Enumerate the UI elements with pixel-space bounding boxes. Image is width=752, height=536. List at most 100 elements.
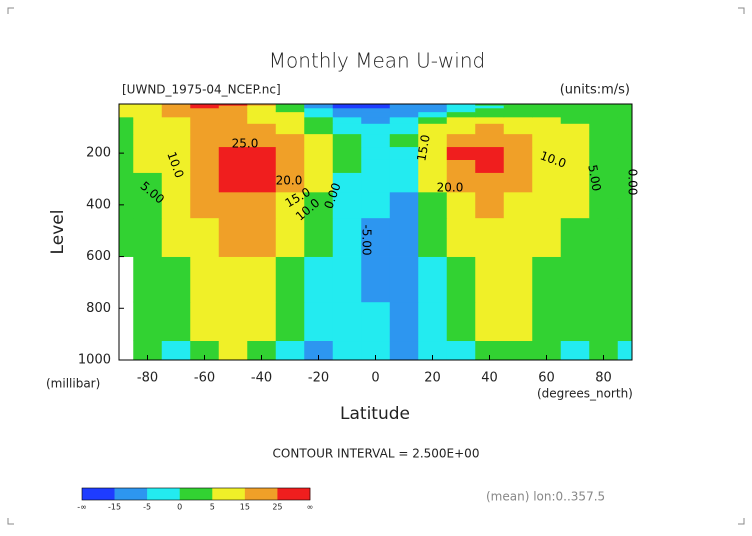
field-cell — [275, 340, 305, 361]
footer: CONTOUR INTERVAL = 2.500E+00 — [273, 447, 480, 461]
field-cell — [332, 133, 362, 148]
field-cell — [361, 104, 391, 106]
field-cell — [503, 217, 533, 257]
field-cell — [446, 340, 476, 361]
field-cell — [247, 116, 277, 124]
colorbar-label: ∞ — [307, 503, 314, 512]
field-cell — [503, 123, 533, 135]
field-cell — [119, 133, 134, 148]
field-cell — [560, 301, 590, 342]
field-cell — [218, 105, 248, 109]
field-cell — [589, 105, 619, 109]
units: (units:m/s) — [560, 83, 630, 98]
field-cell — [190, 105, 220, 109]
field-cell — [418, 146, 448, 160]
field-cell — [446, 105, 476, 109]
field-cell — [532, 159, 562, 173]
field-cell — [161, 159, 191, 173]
field-cell — [275, 107, 305, 113]
field-cell — [133, 340, 163, 361]
field-cell — [119, 191, 134, 219]
field-cell — [218, 191, 248, 219]
field-cell — [560, 256, 590, 303]
field-cell — [190, 340, 220, 361]
field-cell — [617, 146, 633, 160]
field-cell — [247, 133, 277, 148]
field-cell — [532, 123, 562, 135]
field-cell — [475, 159, 505, 173]
field-cell — [532, 104, 562, 106]
colorbar-label: 5 — [210, 503, 215, 512]
field-cell — [247, 172, 277, 193]
field-cell — [190, 146, 220, 160]
field-cell — [190, 116, 220, 124]
field-cell — [161, 146, 191, 160]
field-cell — [218, 123, 248, 135]
field-cell — [418, 191, 448, 219]
field-cell — [247, 105, 277, 109]
field-cell — [247, 217, 277, 257]
field-cell — [446, 301, 476, 342]
field-cell — [389, 159, 419, 173]
field-cell — [119, 116, 134, 124]
contour-label: 5.00 — [585, 164, 603, 193]
field-cell — [389, 105, 419, 109]
field-cell — [617, 111, 633, 118]
field-cell — [389, 301, 419, 342]
colorbar-swatch — [82, 488, 115, 500]
field-cell — [532, 146, 562, 160]
field-cell — [247, 123, 277, 135]
field-cell — [589, 256, 619, 303]
colorbar-frame — [81, 487, 311, 501]
field-cell — [119, 104, 134, 106]
field-cell — [503, 340, 533, 361]
field-cell — [446, 146, 476, 160]
field-cell — [275, 159, 305, 173]
field-cell — [247, 107, 277, 113]
field-cell — [304, 107, 334, 113]
field-cell — [161, 111, 191, 118]
colorbar-label: 15 — [240, 503, 250, 512]
x-tick-label: 20 — [424, 371, 441, 386]
field-cell — [247, 104, 277, 106]
field-cell — [218, 159, 248, 173]
field-cell — [119, 107, 134, 113]
field-cell — [560, 116, 590, 124]
field-cell — [475, 107, 505, 113]
field-cell — [332, 104, 362, 106]
field-cell — [617, 256, 633, 303]
field-cell — [361, 107, 391, 113]
field-cell — [332, 217, 362, 257]
colorbar-swatch — [277, 488, 311, 500]
field-cell — [560, 159, 590, 173]
field-cell — [475, 172, 505, 193]
field-cell — [332, 116, 362, 124]
field-cell — [133, 146, 163, 160]
field-cell — [247, 301, 277, 342]
field-cell — [133, 172, 163, 193]
field-cell — [161, 123, 191, 135]
field-cell — [275, 104, 305, 106]
field-cell — [119, 159, 134, 173]
field-cell — [503, 191, 533, 219]
field-cell — [503, 256, 533, 303]
field-cell — [161, 217, 191, 257]
field-cell — [560, 172, 590, 193]
field-cell — [133, 111, 163, 118]
field-cell — [560, 107, 590, 113]
colorbar-label: 0 — [177, 503, 182, 512]
field-cell — [389, 104, 419, 106]
field-cell — [332, 123, 362, 135]
field-cell — [617, 191, 633, 219]
field-cell — [332, 301, 362, 342]
field-cell — [161, 133, 191, 148]
field-cell — [446, 104, 476, 106]
field-cell — [190, 104, 220, 106]
field-cell — [332, 105, 362, 109]
field-cell — [617, 172, 633, 193]
field-cell — [589, 133, 619, 148]
field-cell — [475, 105, 505, 109]
field-cell — [389, 217, 419, 257]
field-cell — [361, 256, 391, 303]
field-cell — [275, 146, 305, 160]
